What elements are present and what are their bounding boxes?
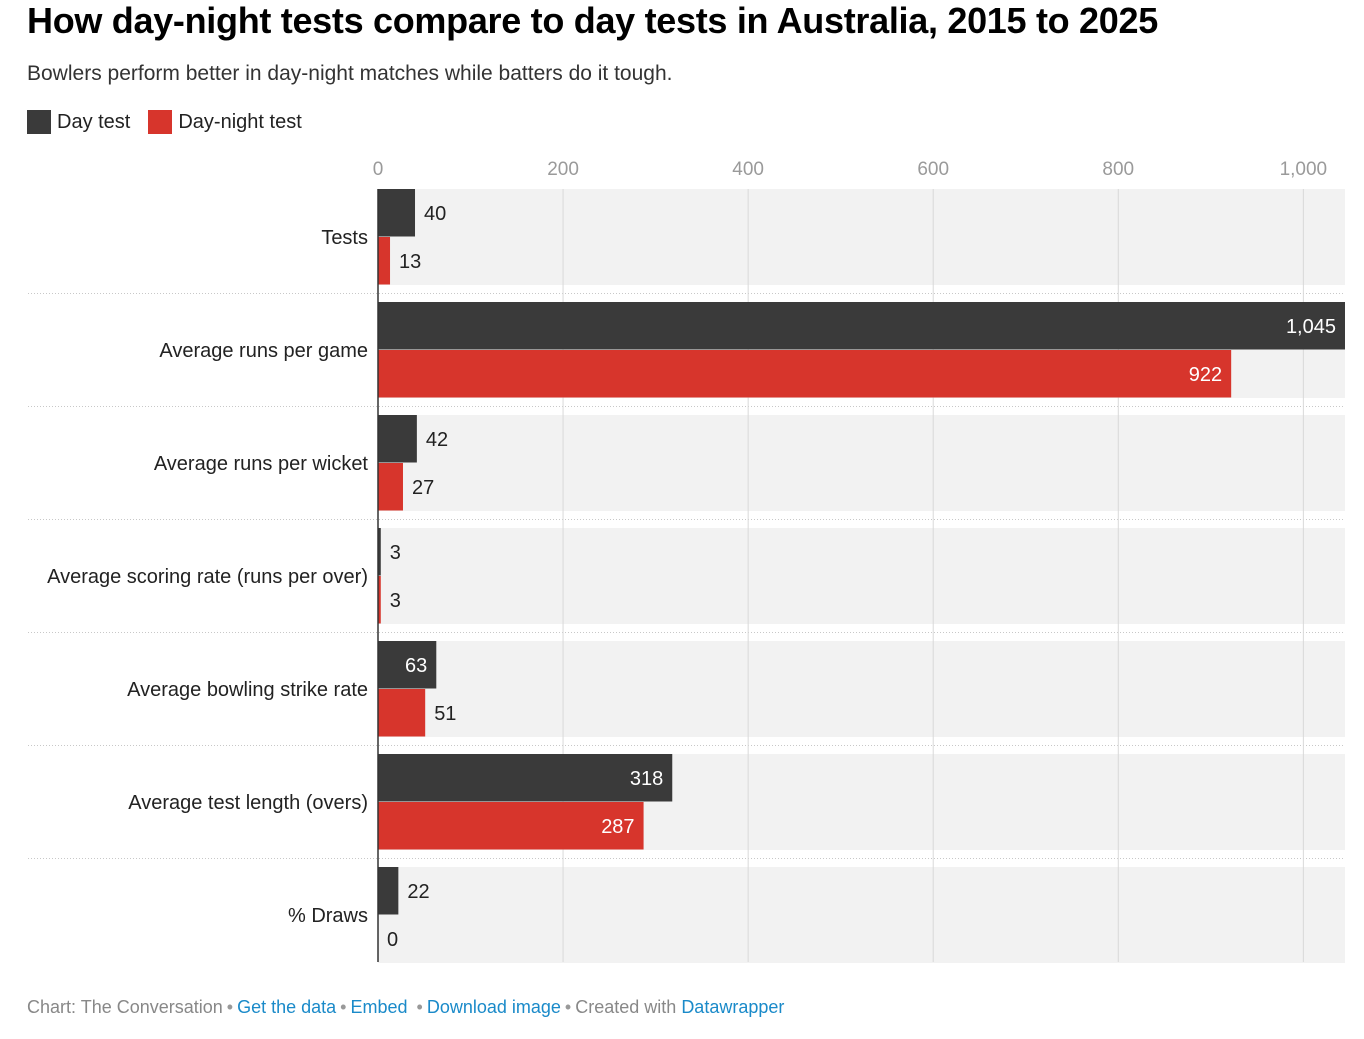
data-label: 51 [434,703,456,725]
legend-label-day: Day test [57,110,131,133]
data-label: 287 [601,816,634,838]
data-label: 63 [405,655,427,677]
x-tick-label: 600 [917,159,949,180]
x-tick-label: 400 [732,159,764,180]
row-background [378,415,1345,511]
chart-subtitle: Bowlers perform better in day-night matc… [27,62,673,85]
bar-day [378,867,399,915]
datawrapper-link[interactable]: Datawrapper [681,997,785,1017]
bar-day [378,415,417,463]
data-label: 922 [1189,364,1222,386]
category-label: Tests [321,227,368,249]
data-label: 42 [426,429,448,451]
chart-footer: Chart: The Conversation • Get the data • Emb… [27,997,785,1017]
category-label: Average bowling strike rate [127,679,368,701]
data-label: 0 [387,929,398,951]
x-tick-label: 200 [547,159,579,180]
bar-day [378,189,416,237]
created-with-text: Created with [575,997,677,1017]
x-tick-label: 1,000 [1280,159,1328,180]
row-background [378,867,1345,963]
bar-day-night [378,237,391,285]
bar-day [378,302,1345,350]
bar-day [378,528,381,576]
row-background [378,641,1345,737]
chart-title: How day-night tests compare to day tests… [27,0,1158,41]
legend-swatch-day-night [148,110,173,134]
data-label: 1,045 [1286,316,1336,338]
x-tick-label: 800 [1102,159,1134,180]
category-label: Average scoring rate (runs per over) [47,566,368,588]
category-label: % Draws [288,905,368,927]
data-label: 40 [424,203,446,225]
get-data-link[interactable]: Get the data [237,997,337,1017]
bar-day-night [378,689,426,737]
legend: Day test Day-night test [27,110,320,134]
data-label: 3 [390,590,401,612]
x-tick-label: 0 [373,159,384,180]
bar-day-night [378,463,403,511]
bar-day-night [378,350,1232,398]
footer-credit: Chart: The Conversation [27,997,223,1017]
data-label: 22 [407,881,429,903]
legend-item-day-night: Day-night test [148,110,302,134]
bar-day [378,641,437,689]
embed-link[interactable]: Embed [350,997,408,1017]
bar-chart: 0 200 400 600 800 1,000 Tests 40 13 Average runs … [28,159,1345,963]
row-background [378,528,1345,624]
category-label: Average runs per game [159,340,368,362]
data-label: 27 [412,477,434,499]
data-label: 318 [630,768,663,790]
download-image-link[interactable]: Download image [426,997,561,1017]
bar-day-night [378,576,381,624]
category-label: Average test length (overs) [128,792,368,814]
data-label: 13 [399,251,421,273]
legend-item-day: Day test [27,110,130,134]
legend-label-day-night: Day-night test [178,110,302,133]
data-label: 3 [390,542,401,564]
bar-day-night [378,802,644,850]
legend-swatch-day [27,110,51,134]
category-label: Average runs per wicket [154,453,369,475]
bar-day [378,754,673,802]
row-background [378,189,1345,285]
